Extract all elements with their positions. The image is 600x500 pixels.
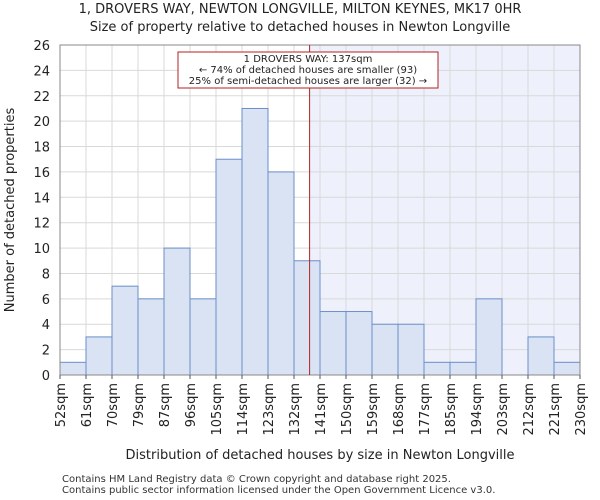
footer-licence: Contains public sector information licen… xyxy=(62,485,496,496)
y-tick-label: 22 xyxy=(33,90,50,105)
annotation-line-2: ← 74% of detached houses are smaller (93… xyxy=(199,65,417,76)
x-tick-label: 185sqm xyxy=(444,383,459,436)
bar xyxy=(215,158,243,376)
x-axis-label: Distribution of detached houses by size … xyxy=(126,448,515,463)
x-tick-label: 230sqm xyxy=(574,383,589,436)
bar xyxy=(527,336,555,376)
y-tick-label: 4 xyxy=(42,318,50,333)
annotation-box xyxy=(177,51,439,89)
x-tick-label: 96sqm xyxy=(184,383,199,427)
bar xyxy=(449,361,477,376)
x-tick-label: 150sqm xyxy=(340,383,355,436)
bar xyxy=(345,311,373,376)
x-tick-label: 114sqm xyxy=(236,383,251,436)
x-tick-label: 168sqm xyxy=(392,383,407,436)
bar xyxy=(267,171,295,376)
bar xyxy=(475,298,503,376)
footer-copyright: Contains HM Land Registry data © Crown c… xyxy=(62,474,451,485)
x-tick-label: 132sqm xyxy=(288,383,303,436)
y-tick-label: 8 xyxy=(42,267,50,282)
x-tick-label: 79sqm xyxy=(132,383,147,427)
annotation-line-3: 25% of semi-detached houses are larger (… xyxy=(189,76,427,87)
y-tick-label: 18 xyxy=(33,141,50,156)
bar xyxy=(189,298,217,376)
bar xyxy=(293,260,321,376)
x-tick-label: 123sqm xyxy=(262,383,277,436)
chart-subtitle: Size of property relative to detached ho… xyxy=(89,20,511,35)
y-tick-label: 16 xyxy=(33,166,50,181)
bar xyxy=(371,323,399,376)
x-tick-label: 221sqm xyxy=(548,383,563,436)
x-tick-label: 87sqm xyxy=(158,383,173,427)
x-tick-label: 177sqm xyxy=(418,383,433,436)
y-tick-label: 26 xyxy=(33,39,50,54)
x-tick-label: 141sqm xyxy=(314,383,329,436)
bar xyxy=(553,361,581,376)
y-tick-label: 20 xyxy=(33,115,50,130)
bar xyxy=(319,311,347,376)
annotation-line-1: 1 DROVERS WAY: 137sqm xyxy=(244,54,373,65)
y-axis-label: Number of detached properties xyxy=(3,108,18,313)
y-tick-label: 12 xyxy=(33,217,50,232)
x-tick-label: 203sqm xyxy=(496,383,511,436)
y-tick-label: 10 xyxy=(33,242,50,257)
bar xyxy=(241,107,269,376)
y-tick-label: 14 xyxy=(33,191,50,206)
x-tick-label: 212sqm xyxy=(522,383,537,436)
y-tick-label: 0 xyxy=(42,369,50,384)
y-tick-label: 2 xyxy=(42,344,50,359)
chart-title: 1, DROVERS WAY, NEWTON LONGVILLE, MILTON… xyxy=(78,2,522,17)
bar xyxy=(59,361,87,376)
x-tick-label: 159sqm xyxy=(366,383,381,436)
x-tick-label: 194sqm xyxy=(470,383,485,436)
bar xyxy=(397,323,425,376)
x-tick-label: 52sqm xyxy=(54,383,69,427)
y-tick-label: 24 xyxy=(33,64,50,79)
x-tick-label: 70sqm xyxy=(106,383,121,427)
bar xyxy=(163,247,191,376)
bar xyxy=(423,361,451,376)
x-tick-label: 105sqm xyxy=(210,383,225,436)
bar xyxy=(137,298,165,376)
bar xyxy=(85,336,113,376)
bar xyxy=(111,285,139,376)
x-tick-label: 61sqm xyxy=(80,383,95,427)
y-tick-label: 6 xyxy=(42,293,50,308)
